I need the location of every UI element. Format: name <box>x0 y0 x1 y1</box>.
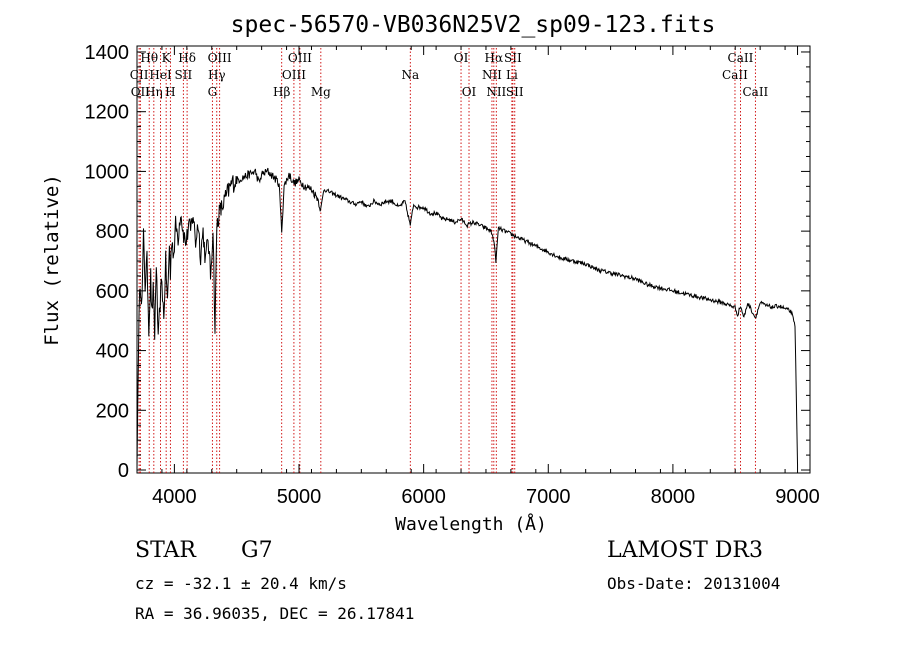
marker-label-SII-6731: SII <box>506 85 524 99</box>
x-tick-label: 6000 <box>401 486 446 508</box>
y-axis-label: Flux (relative) <box>41 174 63 346</box>
marker-label-H-alpha: Hα <box>485 51 504 65</box>
y-tick-label: 0 <box>118 460 129 482</box>
marker-label-OI-6364: OI <box>462 85 477 99</box>
series-group <box>136 167 798 471</box>
object-subclass: G7 <box>241 538 273 563</box>
marker-label-SII-6716: SII <box>504 51 522 65</box>
marker-label-NII-6548: NII <box>482 68 502 82</box>
x-axis-label: Wavelength (Å) <box>395 513 547 535</box>
coordinates: RA = 36.96035, DEC = 26.17841 <box>135 604 415 623</box>
object-class: STAR <box>135 538 196 563</box>
chart-title: spec-56570-VB036N25V2_sp09-123.fits <box>231 12 716 38</box>
y-tick-label: 800 <box>96 221 129 243</box>
y-tick-label: 1200 <box>85 102 130 124</box>
spectral-line-markers: CIIOIIHθHηHeIKHSIIHδGHγOIIIHβOIIIOIIIMgN… <box>130 48 769 473</box>
marker-label-G: G <box>208 85 218 99</box>
axis-ticks: 4000 5000 6000 7000 8000 9000 0 200 400 600 800 100… <box>85 42 820 508</box>
x-tick-label: 7000 <box>526 486 571 508</box>
marker-label-OII: OII <box>131 85 151 99</box>
y-tick-label: 600 <box>96 281 129 303</box>
marker-label-OIII-4363: OIII <box>208 51 232 65</box>
x-tick-label: 8000 <box>651 486 696 508</box>
marker-label-Li: Li <box>506 68 518 82</box>
y-tick-label: 400 <box>96 341 129 363</box>
plot-area: CIIOIIHθHηHeIKHSIIHδGHγOIIIHβOIIIOIIIMgN… <box>85 42 820 508</box>
marker-label-CaII-8662: CaII <box>742 85 768 99</box>
marker-label-Na: Na <box>401 68 419 82</box>
x-tick-label: 5000 <box>277 486 322 508</box>
marker-label-H-theta: Hθ <box>140 51 158 65</box>
redshift-info: cz = -32.1 ± 20.4 km/s <box>135 574 347 593</box>
y-tick-label: 1400 <box>85 42 130 64</box>
marker-label-H-delta: Hδ <box>178 51 196 65</box>
spectrum-line <box>136 167 798 471</box>
marker-label-CaII-8498: CaII <box>722 68 748 82</box>
plot-frame <box>136 45 811 474</box>
marker-label-CaII-8542: CaII <box>728 51 754 65</box>
marker-label-HeI: HeI <box>149 68 172 82</box>
marker-label-CII: CII <box>130 68 149 82</box>
x-tick-label: 4000 <box>152 486 197 508</box>
y-tick-label: 1000 <box>85 161 130 183</box>
marker-label-OI-6300: OI <box>454 51 469 65</box>
marker-label-H-gamma: Hγ <box>208 68 226 82</box>
marker-label-Mg: Mg <box>311 85 331 99</box>
marker-label-SII-4072: SII <box>175 68 193 82</box>
marker-label-H-beta: Hβ <box>273 85 290 99</box>
x-tick-label: 9000 <box>775 486 820 508</box>
marker-label-OIII-5007: OIII <box>288 51 312 65</box>
marker-label-H-eta: Hη <box>145 85 163 99</box>
y-tick-label: 200 <box>96 400 129 422</box>
marker-label-NII-6583: NII <box>486 85 506 99</box>
survey-name: LAMOST DR3 <box>607 538 763 563</box>
marker-label-OIII-4959: OIII <box>282 68 306 82</box>
marker-label-H: H <box>165 85 175 99</box>
observation-date: Obs-Date: 20131004 <box>607 574 781 593</box>
marker-label-K: K <box>162 51 172 65</box>
